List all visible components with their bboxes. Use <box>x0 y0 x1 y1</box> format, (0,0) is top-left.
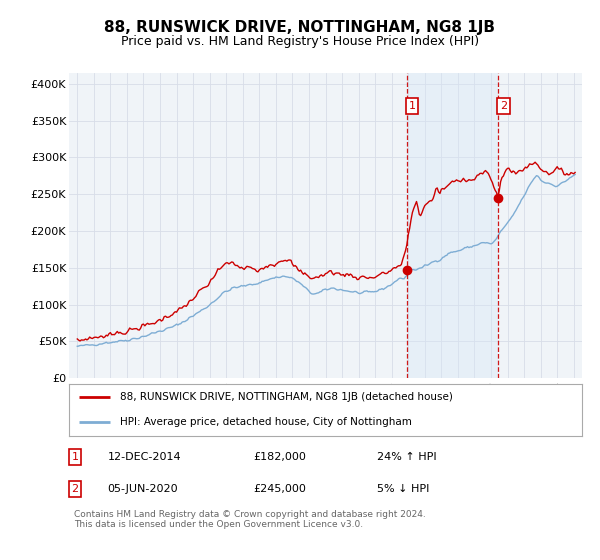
Text: 05-JUN-2020: 05-JUN-2020 <box>107 484 178 494</box>
Text: 1: 1 <box>71 452 79 462</box>
Text: 1: 1 <box>409 101 416 111</box>
Text: HPI: Average price, detached house, City of Nottingham: HPI: Average price, detached house, City… <box>121 417 412 427</box>
Text: £245,000: £245,000 <box>254 484 307 494</box>
Text: Price paid vs. HM Land Registry's House Price Index (HPI): Price paid vs. HM Land Registry's House … <box>121 35 479 48</box>
Text: 88, RUNSWICK DRIVE, NOTTINGHAM, NG8 1JB (detached house): 88, RUNSWICK DRIVE, NOTTINGHAM, NG8 1JB … <box>121 392 453 402</box>
Text: 2: 2 <box>500 101 507 111</box>
Text: 12-DEC-2014: 12-DEC-2014 <box>107 452 181 462</box>
Text: 2: 2 <box>71 484 79 494</box>
Text: 5% ↓ HPI: 5% ↓ HPI <box>377 484 429 494</box>
Text: Contains HM Land Registry data © Crown copyright and database right 2024.
This d: Contains HM Land Registry data © Crown c… <box>74 510 426 529</box>
Text: 88, RUNSWICK DRIVE, NOTTINGHAM, NG8 1JB: 88, RUNSWICK DRIVE, NOTTINGHAM, NG8 1JB <box>104 20 496 35</box>
Text: 24% ↑ HPI: 24% ↑ HPI <box>377 452 436 462</box>
Text: £182,000: £182,000 <box>254 452 307 462</box>
Bar <box>407 73 498 378</box>
